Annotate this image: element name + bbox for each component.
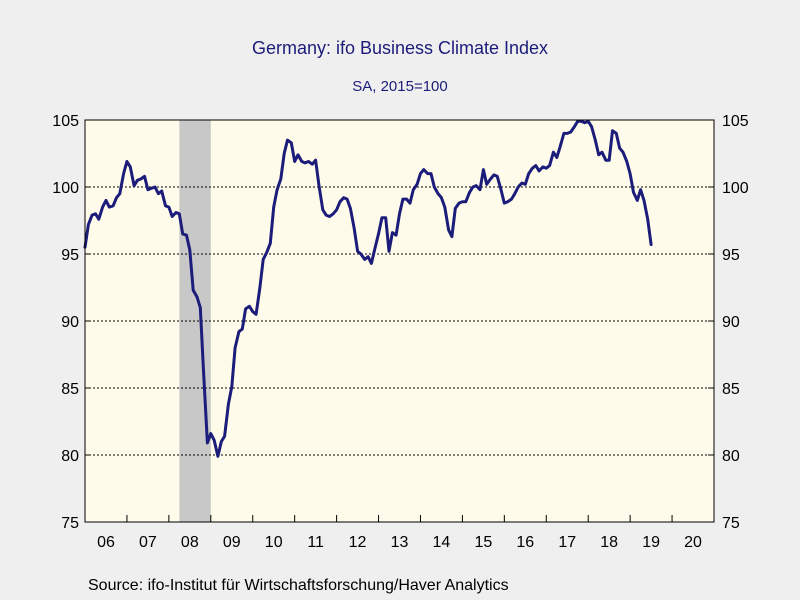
x-tick-label: 15 <box>474 534 492 551</box>
series-line <box>83 119 653 458</box>
x-tick-label: 10 <box>265 534 283 551</box>
y-tick-label-right: 80 <box>722 448 740 465</box>
x-tick-label: 07 <box>139 534 157 551</box>
series-layer <box>83 119 653 458</box>
x-tick-label: 06 <box>97 534 115 551</box>
y-tick-label-left: 100 <box>52 180 79 197</box>
x-tick-label: 17 <box>558 534 576 551</box>
x-tick-label: 11 <box>307 534 324 551</box>
chart-title: Germany: ifo Business Climate Index <box>251 38 549 58</box>
y-tick-label-right: 100 <box>722 180 749 197</box>
y-tick-label-right: 90 <box>722 314 740 331</box>
y-tick-label-right: 85 <box>722 381 740 398</box>
x-tick-label: 14 <box>433 534 451 551</box>
x-tick-label: 13 <box>391 534 409 551</box>
y-tick-label-right: 95 <box>722 247 740 264</box>
y-tick-label-left: 80 <box>61 448 79 465</box>
y-tick-label-left: 95 <box>61 247 79 264</box>
x-tick-label: 08 <box>181 534 199 551</box>
x-tick-label: 12 <box>349 534 367 551</box>
y-tick-label-left: 85 <box>61 381 79 398</box>
x-tick-label: 19 <box>642 534 660 551</box>
y-tick-label-left: 75 <box>61 515 79 532</box>
y-tick-label-left: 105 <box>52 113 79 130</box>
plot-frame <box>84 119 715 523</box>
x-tick-label: 20 <box>684 534 702 551</box>
y-tick-label-right: 75 <box>722 515 740 532</box>
x-tick-label: 09 <box>223 534 241 551</box>
y-tick-label-right: 105 <box>722 113 749 130</box>
y-tick-label-left: 90 <box>61 314 79 331</box>
x-tick-label: 16 <box>516 534 534 551</box>
axes: 75 75 80 80 85 85 90 90 95 95 100 100 105 105 06 07 08 09… <box>52 113 749 551</box>
source-note: Source: ifo-Institut für Wirtschaftsfors… <box>88 577 509 594</box>
x-tick-label: 18 <box>600 534 618 551</box>
chart-subtitle: SA, 2015=100 <box>352 78 448 95</box>
